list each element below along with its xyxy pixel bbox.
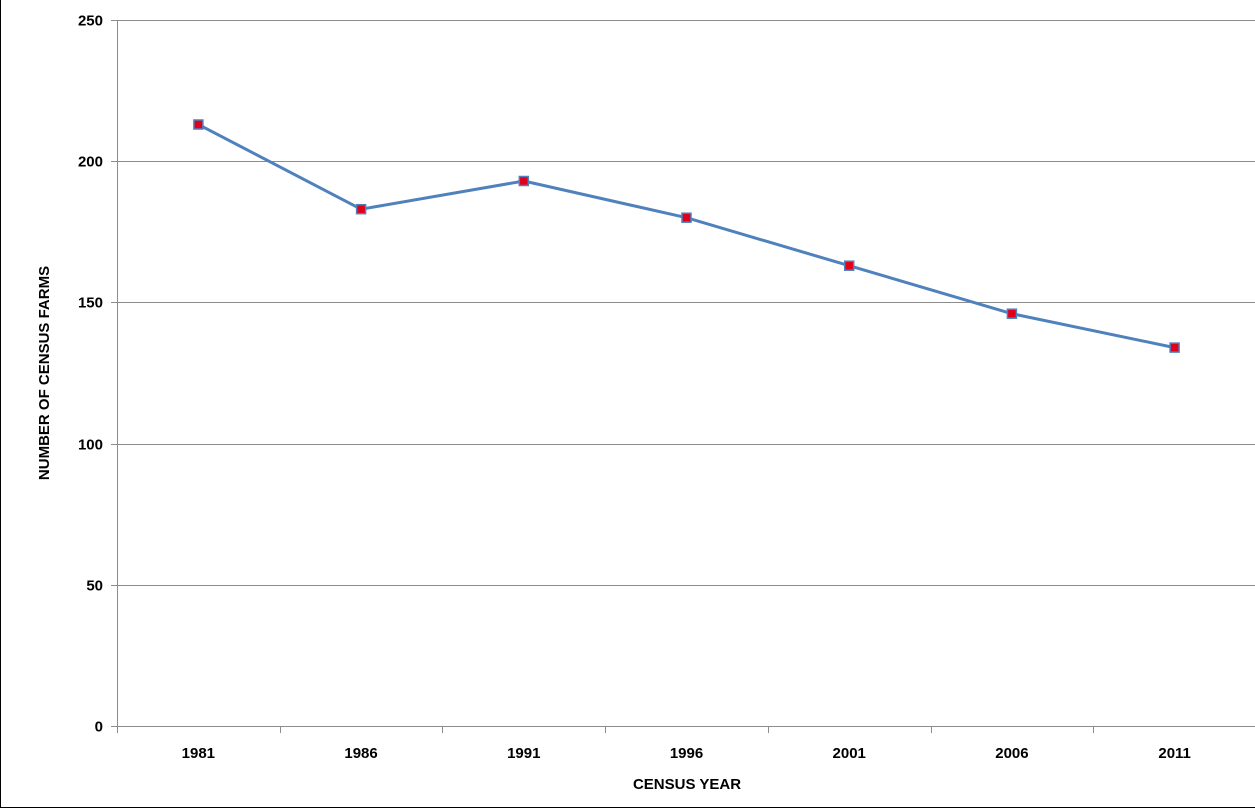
data-markers bbox=[193, 119, 1180, 353]
data-point bbox=[355, 203, 367, 215]
x-tick-label: 2001 bbox=[833, 745, 866, 762]
x-tick-label: 1996 bbox=[670, 745, 703, 762]
x-tick-label: 2011 bbox=[1158, 745, 1191, 762]
x-tick-labels: 1981 1986 1991 1996 2001 2006 2011 bbox=[182, 745, 1191, 762]
x-tick-label: 2006 bbox=[995, 745, 1028, 762]
data-point bbox=[1169, 342, 1180, 353]
data-point bbox=[681, 212, 692, 223]
data-point bbox=[518, 175, 530, 187]
y-tick-label: 150 bbox=[78, 295, 103, 312]
x-tick-label: 1991 bbox=[507, 745, 540, 762]
y-tick-label: 250 bbox=[78, 13, 103, 30]
y-tick-label: 0 bbox=[95, 719, 103, 736]
y-tick-label: 100 bbox=[78, 437, 103, 454]
y-tick-label: 50 bbox=[86, 578, 103, 595]
x-tick-label: 1981 bbox=[182, 745, 215, 762]
y-tick-label: 200 bbox=[78, 154, 103, 171]
data-point bbox=[1006, 308, 1018, 319]
y-axis-title: NUMBER OF CENSUS FARMS bbox=[36, 266, 53, 480]
gridlines bbox=[117, 20, 1255, 586]
x-tick-label: 1986 bbox=[344, 745, 377, 762]
x-axis-title: CENSUS YEAR bbox=[633, 776, 741, 793]
series-line bbox=[196, 123, 1177, 350]
data-point bbox=[843, 260, 855, 271]
axes bbox=[111, 20, 1255, 733]
data-series bbox=[196, 123, 1177, 350]
y-tick-labels: 0 50 100 150 200 250 bbox=[78, 13, 103, 736]
data-point bbox=[193, 119, 204, 130]
